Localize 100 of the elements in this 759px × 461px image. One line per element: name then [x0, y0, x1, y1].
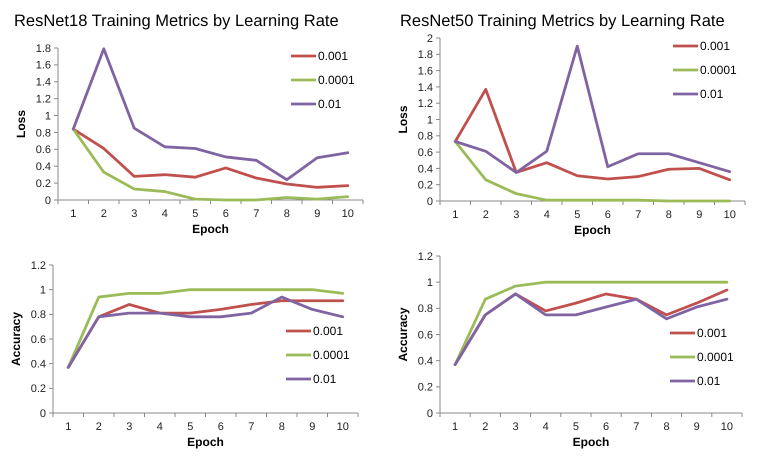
x-tick-label: 10	[342, 208, 354, 220]
y-tick-label: 1	[426, 114, 433, 126]
y-tick-label: 1	[44, 110, 51, 122]
y-tick-label: 0	[426, 408, 433, 420]
y-tick-label: 1.2	[418, 250, 433, 263]
legend-label: 0.0001	[318, 73, 356, 88]
y-tick-label: 0.4	[36, 161, 51, 174]
y-tick-label: 1.2	[30, 260, 46, 272]
y-tick-label: 0.6	[418, 146, 433, 159]
y-tick-label: 0.6	[36, 144, 51, 156]
legend-label: 0.01	[318, 97, 342, 112]
x-tick-label: 7	[248, 421, 254, 433]
y-tick-label: 0.4	[30, 358, 46, 371]
x-tick-label: 3	[513, 209, 520, 221]
x-tick-label: 10	[724, 209, 736, 221]
legend-label: 0.0001	[697, 350, 734, 364]
y-tick-label: 0.2	[418, 382, 433, 394]
x-tick-label: 1	[70, 208, 76, 220]
y-tick-label: 0	[426, 196, 433, 208]
legend-label: 0.001	[313, 324, 344, 338]
x-tick-label: 4	[162, 208, 168, 220]
x-tick-label: 6	[222, 208, 229, 220]
y-axis-title: Accuracy	[9, 312, 23, 366]
x-tick-label: 2	[482, 209, 489, 221]
x-tick-label: 5	[574, 209, 580, 221]
x-tick-label: 6	[604, 209, 611, 221]
x-axis-title: Epoch	[187, 435, 224, 449]
x-tick-label: 5	[187, 421, 194, 433]
legend-label: 0.001	[697, 326, 728, 340]
x-tick-label: 3	[131, 208, 138, 220]
x-tick-label: 3	[126, 421, 132, 433]
x-tick-label: 9	[696, 209, 702, 221]
line-series	[72, 128, 350, 202]
legend-label: 0.001	[700, 39, 730, 54]
x-tick-label: 6	[218, 421, 224, 433]
y-tick-label: 1.4	[418, 82, 433, 94]
x-tick-label: 1	[452, 421, 458, 433]
y-tick-label: 1.4	[36, 76, 51, 89]
y-tick-label: 0.8	[418, 130, 433, 143]
legend-label: 0.01	[700, 87, 724, 102]
x-tick-label: 8	[284, 208, 290, 220]
x-tick-label: 9	[309, 421, 316, 433]
y-tick-label: 1.2	[418, 98, 433, 110]
line-series	[454, 88, 732, 182]
y-axis-title: Loss	[396, 105, 410, 134]
x-tick-label: 7	[633, 421, 640, 433]
y-axis-title: Accuracy	[396, 307, 410, 362]
y-tick-label: 0.8	[30, 309, 46, 322]
y-tick-label: 0.2	[36, 178, 51, 190]
y-tick-label: 1	[40, 284, 46, 297]
legend-label: 0.01	[313, 372, 337, 386]
x-tick-label: 1	[65, 421, 72, 433]
x-tick-label: 9	[694, 421, 700, 433]
y-tick-label: 1.2	[36, 94, 51, 106]
x-axis-title: Epoch	[572, 435, 610, 449]
x-tick-label: 3	[512, 421, 519, 433]
x-tick-label: 7	[253, 208, 260, 220]
x-tick-label: 10	[720, 421, 734, 433]
y-tick-label: 2	[426, 32, 433, 45]
y-tick-label: 1	[426, 277, 433, 290]
y-tick-label: 0.8	[36, 127, 51, 140]
line-series	[454, 140, 732, 202]
x-tick-label: 4	[542, 421, 549, 433]
y-tick-label: 1.8	[36, 42, 51, 55]
y-tick-label: 0.4	[418, 356, 433, 368]
legend-label: 0.0001	[700, 63, 738, 78]
legend-label: 0.01	[697, 374, 721, 388]
y-tick-label: 0	[40, 408, 46, 420]
x-axis-title: Epoch	[192, 222, 229, 236]
x-tick-label: 8	[663, 421, 670, 433]
x-tick-label: 9	[314, 208, 320, 220]
y-tick-label: 0.2	[30, 383, 46, 396]
y-axis-title: Loss	[14, 110, 28, 138]
y-tick-label: 1.8	[418, 49, 433, 62]
y-tick-label: 1.6	[36, 60, 51, 72]
y-tick-label: 0.8	[418, 303, 433, 316]
x-tick-label: 1	[452, 209, 458, 221]
y-tick-label: 0.6	[30, 334, 46, 346]
x-tick-label: 5	[572, 421, 579, 433]
x-tick-label: 5	[192, 208, 198, 220]
y-tick-label: 0.6	[418, 329, 433, 342]
y-tick-label: 0	[44, 194, 51, 207]
y-tick-label: 1.6	[418, 65, 433, 78]
legend-label: 0.001	[318, 49, 348, 64]
x-tick-label: 4	[544, 209, 550, 221]
y-tick-label: 0.2	[418, 180, 433, 192]
x-tick-label: 8	[278, 421, 285, 433]
y-tick-label: 0.4	[418, 163, 433, 176]
x-tick-label: 2	[100, 208, 107, 220]
x-tick-label: 2	[96, 421, 102, 433]
x-tick-label: 4	[156, 421, 163, 433]
legend-label: 0.0001	[313, 348, 350, 362]
x-tick-label: 6	[603, 421, 610, 433]
x-axis-title: Epoch	[574, 223, 611, 237]
x-tick-label: 8	[666, 209, 672, 221]
chart-title: ResNet50 Training Metrics by Learning Rate	[400, 12, 725, 30]
x-tick-label: 7	[635, 209, 642, 221]
chart-title: ResNet18 Training Metrics by Learning Rate	[14, 12, 339, 30]
x-tick-label: 2	[482, 421, 488, 433]
x-tick-label: 10	[336, 421, 349, 433]
